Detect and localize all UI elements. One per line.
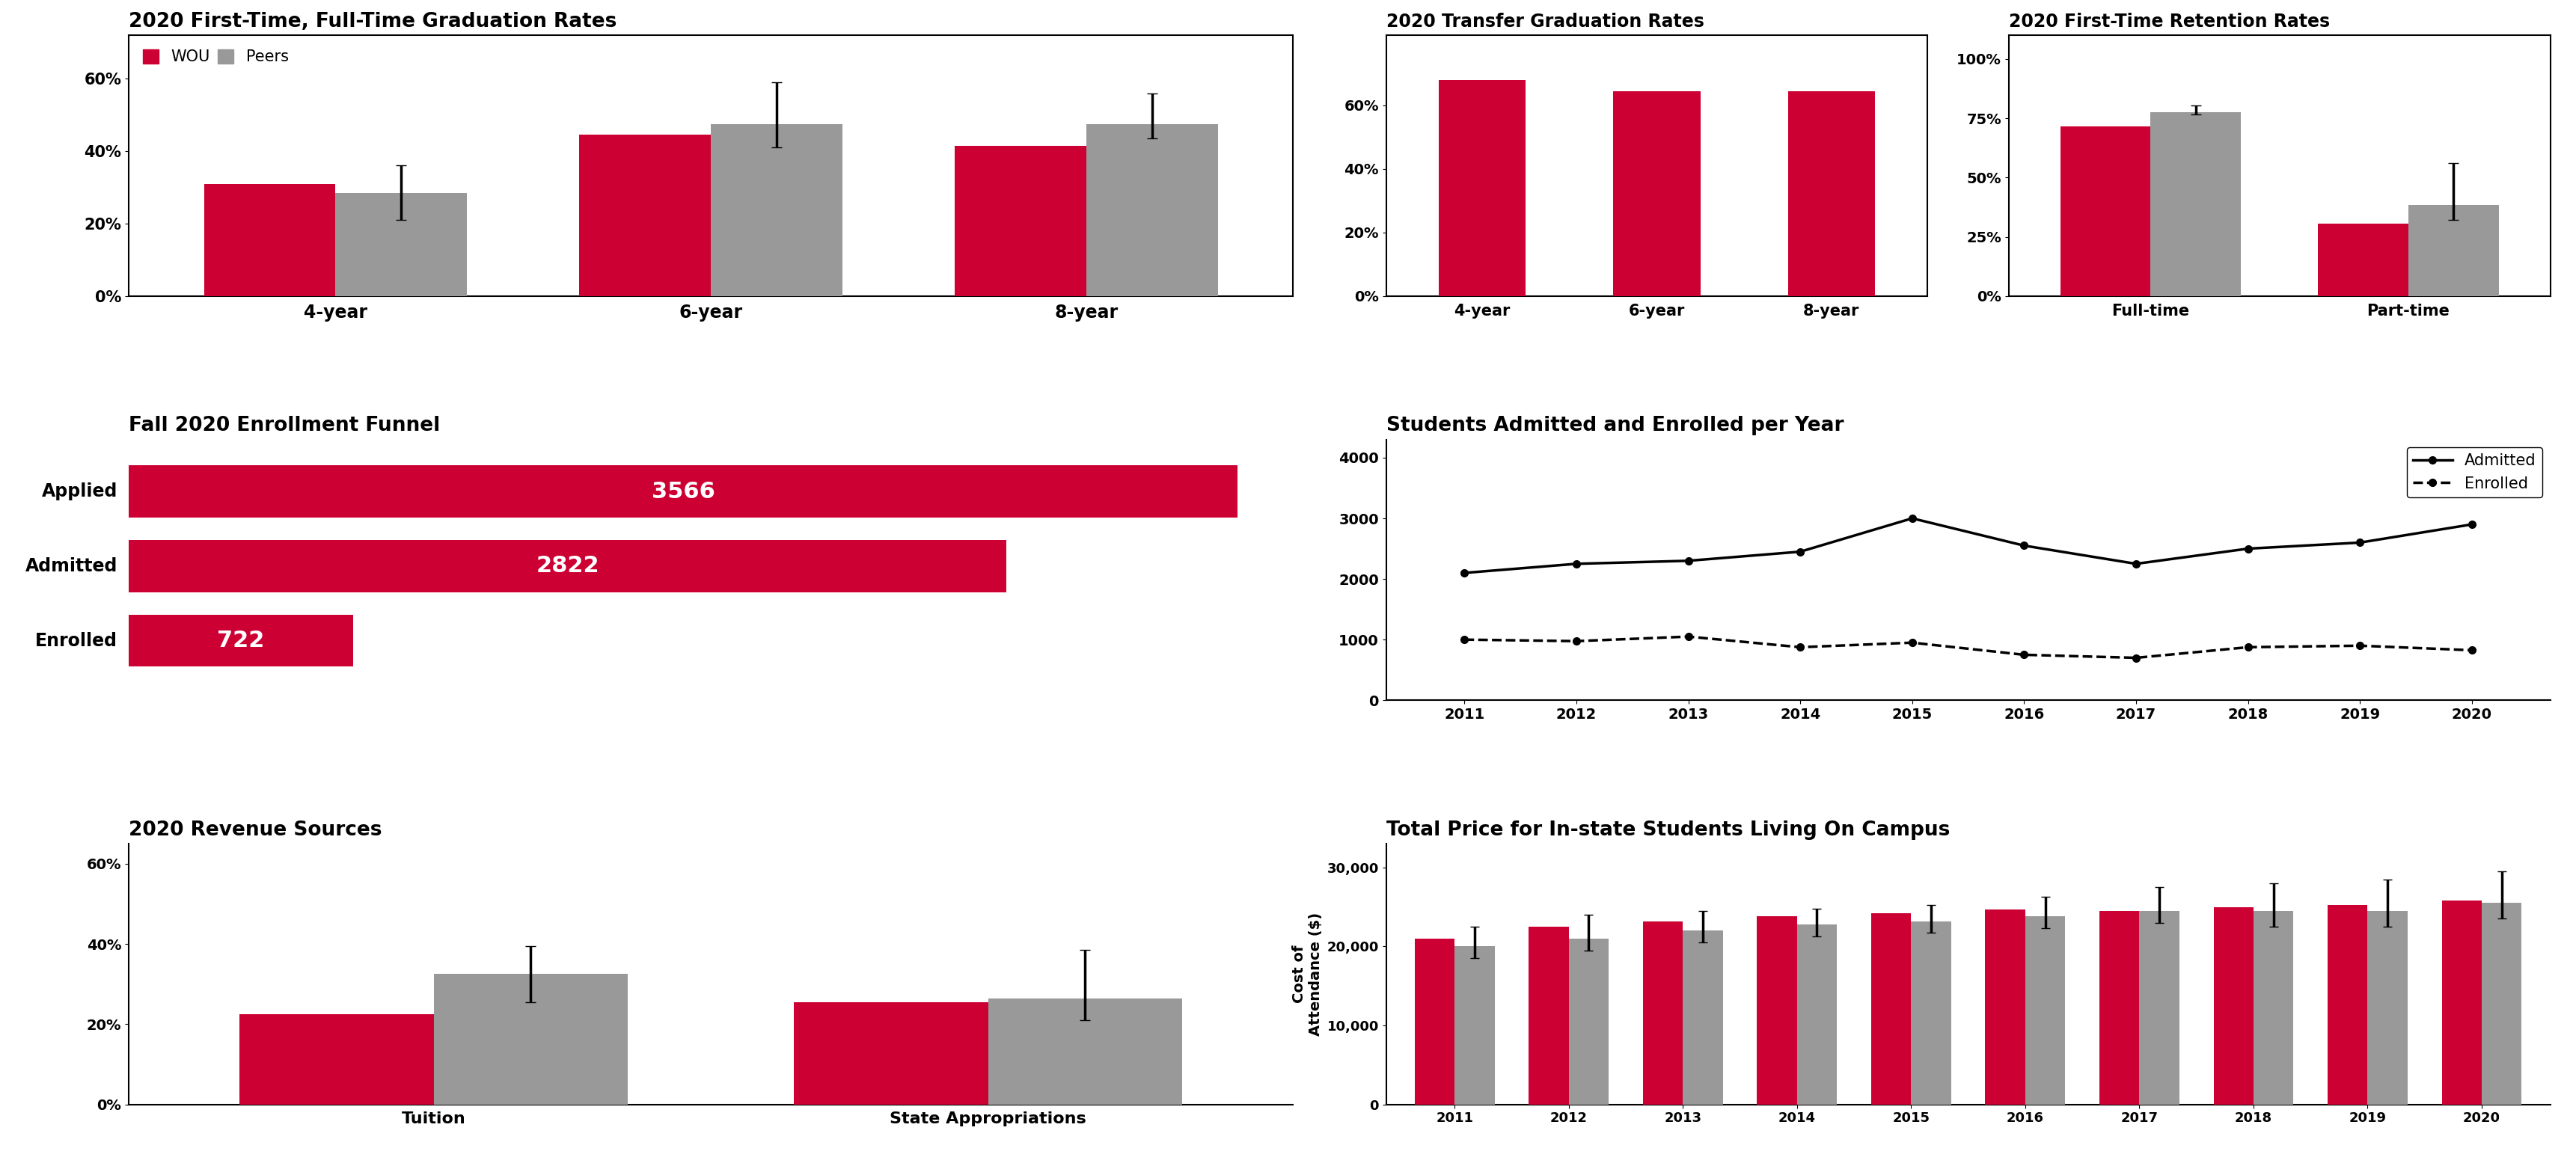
Legend: Admitted, Enrolled: Admitted, Enrolled — [2406, 448, 2543, 497]
Bar — [2213, 907, 2254, 1104]
Bar — [580, 135, 711, 296]
Enrolled — [1561, 634, 1592, 649]
Bar — [2367, 911, 2409, 1104]
Bar — [2254, 911, 2293, 1104]
Bar — [1613, 90, 1700, 296]
Enrolled — [2458, 643, 2488, 657]
Bar — [240, 1014, 433, 1104]
Enrolled — [1896, 636, 1927, 650]
Bar — [1911, 921, 1950, 1104]
Bar — [956, 146, 1087, 296]
Bar — [335, 193, 466, 296]
Enrolled — [2120, 651, 2151, 665]
Enrolled — [1672, 630, 1703, 644]
Bar — [204, 183, 335, 296]
Text: 722: 722 — [216, 630, 265, 651]
Bar — [1986, 909, 2025, 1104]
Text: 2822: 2822 — [536, 556, 600, 577]
Admitted — [2458, 517, 2488, 531]
Bar — [129, 540, 1007, 592]
Y-axis label: Cost of
Attendance ($): Cost of Attendance ($) — [1293, 912, 1321, 1036]
Enrolled — [2009, 647, 2040, 662]
Admitted — [1672, 553, 1703, 568]
Text: Admitted: Admitted — [26, 557, 118, 575]
Bar — [2025, 916, 2066, 1104]
Bar — [1414, 939, 1455, 1104]
Bar — [2442, 900, 2481, 1104]
Bar — [1757, 916, 1798, 1104]
Bar — [1643, 921, 1682, 1104]
Enrolled — [2233, 640, 2264, 654]
Text: Applied: Applied — [41, 483, 118, 501]
Bar — [1455, 946, 1494, 1104]
Enrolled — [1448, 632, 1479, 646]
Text: Enrolled: Enrolled — [36, 632, 118, 650]
Enrolled — [2344, 639, 2375, 653]
Bar — [1682, 931, 1723, 1104]
Bar — [711, 125, 842, 296]
Text: Fall 2020 Enrollment Funnel: Fall 2020 Enrollment Funnel — [129, 416, 440, 436]
Bar — [2318, 223, 2409, 296]
Bar — [129, 615, 353, 666]
Bar — [2409, 204, 2499, 296]
Bar — [2151, 113, 2241, 296]
Admitted — [1561, 557, 1592, 571]
Bar — [1437, 80, 1525, 296]
Bar — [2329, 906, 2367, 1104]
Text: Total Price for In-state Students Living On Campus: Total Price for In-state Students Living… — [1386, 820, 1950, 840]
Enrolled — [1785, 640, 1816, 654]
Admitted — [1785, 545, 1816, 559]
Bar — [1870, 913, 1911, 1104]
Text: 3566: 3566 — [652, 481, 716, 503]
Admitted — [2120, 557, 2151, 571]
Bar — [2061, 127, 2151, 296]
Bar — [2481, 902, 2522, 1104]
Text: 2020 First-Time, Full-Time Graduation Rates: 2020 First-Time, Full-Time Graduation Ra… — [129, 12, 616, 32]
Bar — [2099, 911, 2138, 1104]
Text: 2020 First-Time Retention Rates: 2020 First-Time Retention Rates — [2009, 13, 2329, 31]
Bar — [1798, 925, 1837, 1104]
Bar — [989, 999, 1182, 1104]
Bar — [793, 1002, 989, 1104]
Admitted — [2009, 538, 2040, 552]
Bar — [1087, 125, 1218, 296]
Bar — [1788, 90, 1875, 296]
Bar — [2138, 911, 2179, 1104]
Admitted — [1896, 511, 1927, 525]
Bar — [1528, 927, 1569, 1104]
Line: Admitted: Admitted — [1461, 515, 2476, 577]
Line: Enrolled: Enrolled — [1461, 633, 2476, 662]
Admitted — [2344, 536, 2375, 550]
Admitted — [2233, 542, 2264, 556]
Legend: WOU, Peers: WOU, Peers — [137, 43, 294, 70]
Bar — [129, 465, 1236, 518]
Text: Students Admitted and Enrolled per Year: Students Admitted and Enrolled per Year — [1386, 416, 1844, 436]
Text: 2020 Transfer Graduation Rates: 2020 Transfer Graduation Rates — [1386, 13, 1703, 31]
Bar — [1569, 939, 1607, 1104]
Bar — [433, 974, 629, 1104]
Text: 2020 Revenue Sources: 2020 Revenue Sources — [129, 820, 381, 840]
Admitted — [1448, 566, 1479, 580]
